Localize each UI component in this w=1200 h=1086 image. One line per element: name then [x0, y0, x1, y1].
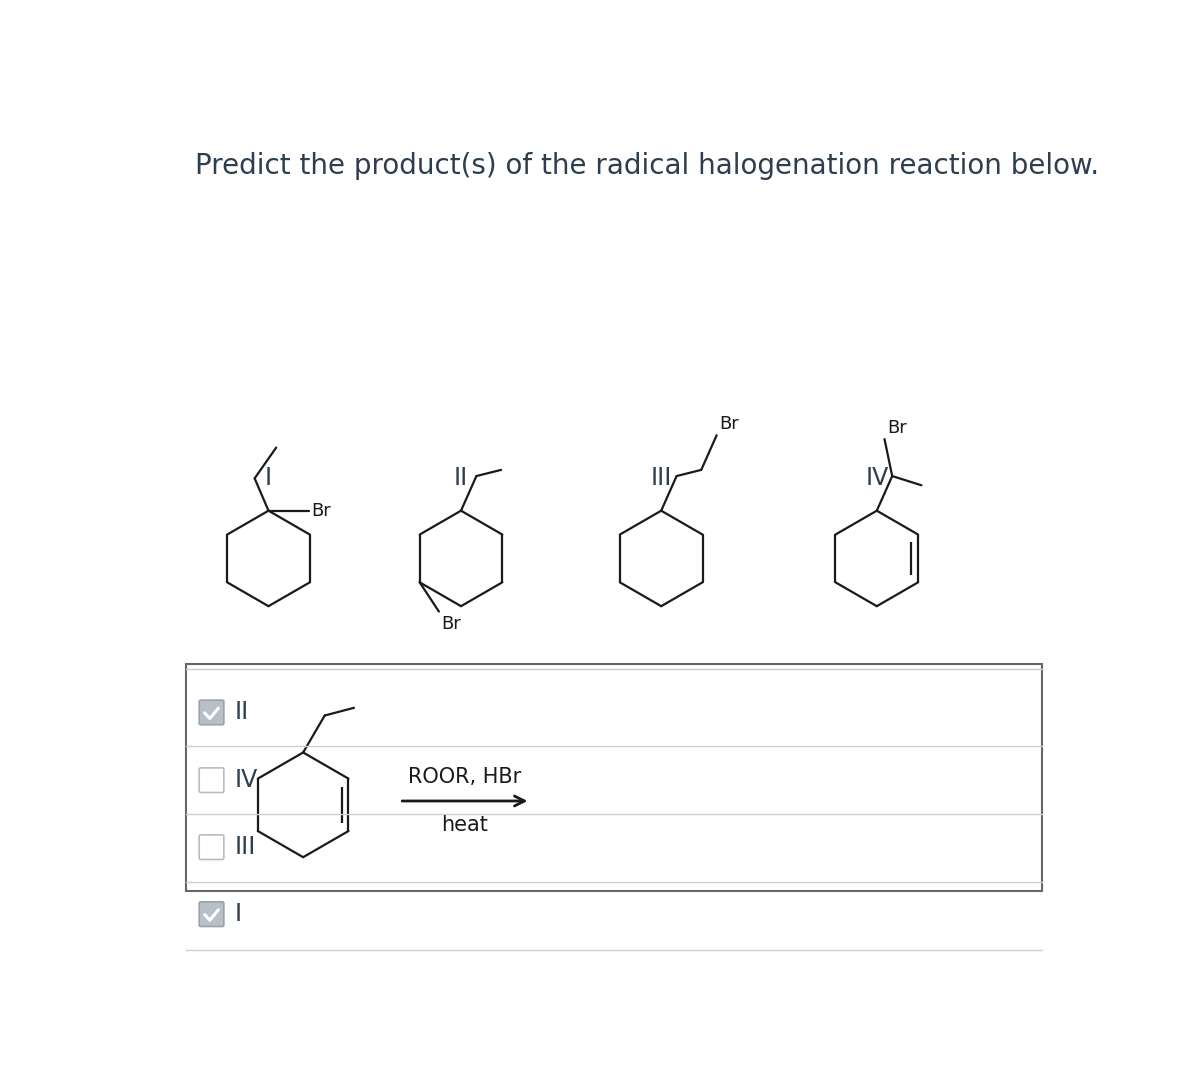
- FancyBboxPatch shape: [199, 768, 224, 793]
- FancyBboxPatch shape: [199, 901, 224, 926]
- Bar: [186, 664, 1043, 892]
- Text: heat: heat: [442, 814, 488, 835]
- Text: Predict the product(s) of the radical halogenation reaction below.: Predict the product(s) of the radical ha…: [196, 152, 1099, 180]
- FancyBboxPatch shape: [199, 700, 224, 724]
- Text: Br: Br: [442, 616, 461, 633]
- Text: I: I: [265, 466, 272, 490]
- Text: III: III: [650, 466, 672, 490]
- Text: IV: IV: [235, 768, 258, 792]
- Text: Br: Br: [719, 415, 739, 433]
- Text: II: II: [235, 700, 248, 724]
- Text: II: II: [454, 466, 468, 490]
- Text: ROOR, HBr: ROOR, HBr: [408, 767, 522, 787]
- Text: III: III: [235, 835, 256, 859]
- Text: IV: IV: [865, 466, 888, 490]
- Text: Br: Br: [887, 419, 906, 437]
- Text: I: I: [235, 902, 241, 926]
- Text: Br: Br: [311, 502, 331, 520]
- FancyBboxPatch shape: [199, 835, 224, 859]
